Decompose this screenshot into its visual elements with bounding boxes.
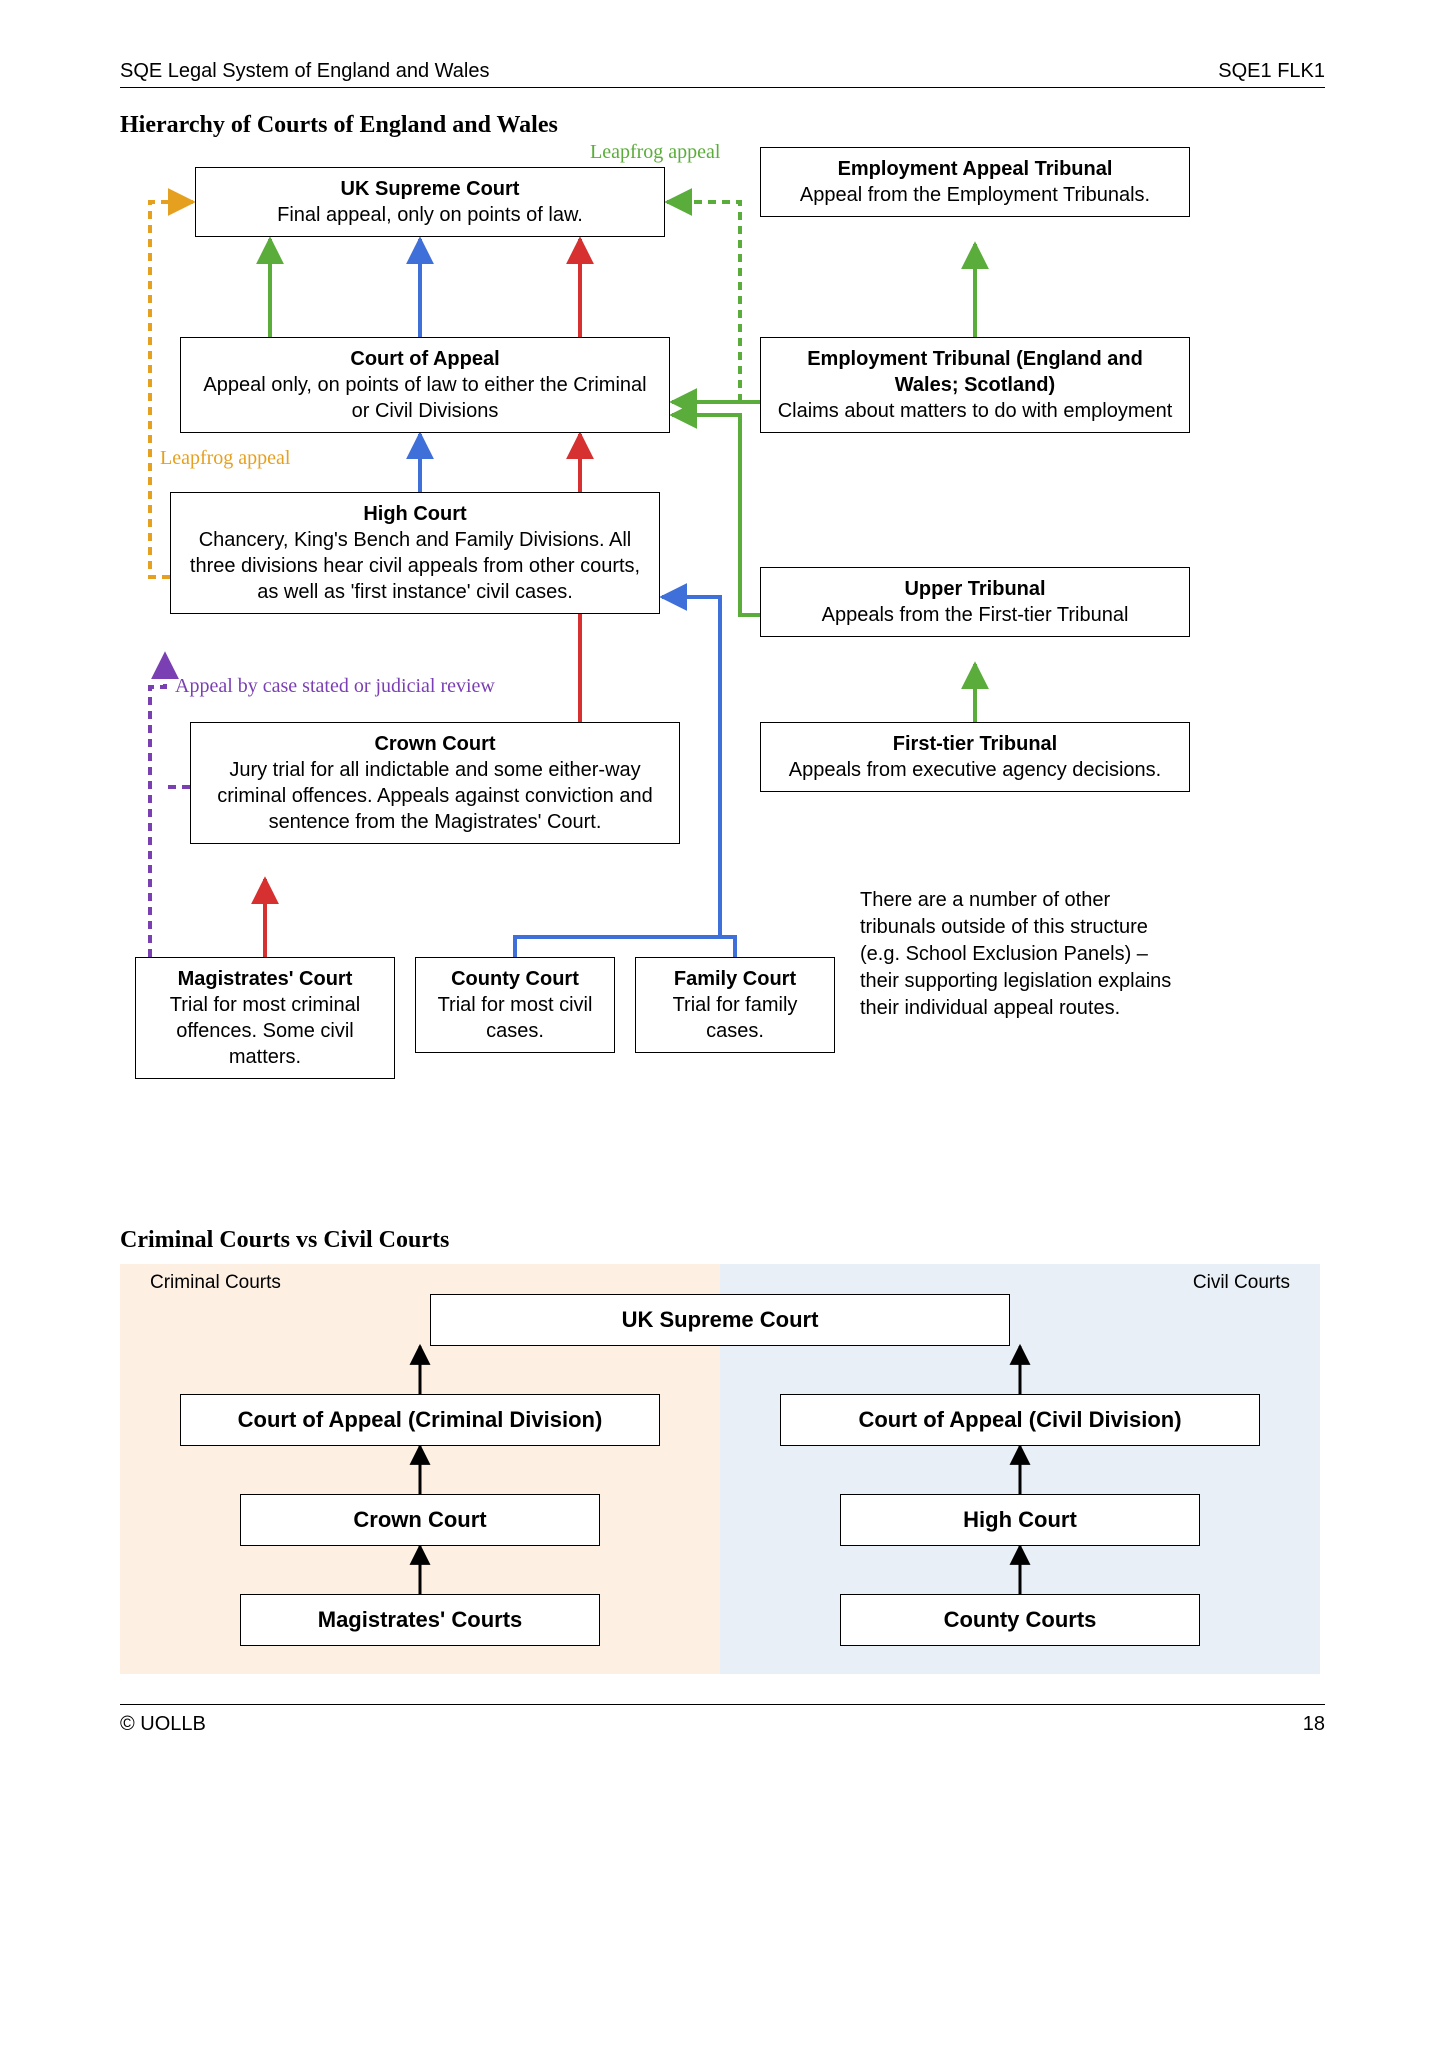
eat-desc: Appeal from the Employment Tribunals. bbox=[800, 184, 1150, 206]
supreme-desc: Final appeal, only on points of law. bbox=[277, 204, 583, 226]
page-footer: © UOLLB 18 bbox=[120, 1704, 1325, 1736]
node-county: County Court Trial for most civil cases. bbox=[415, 957, 615, 1053]
crim-vs-civil-diagram: Criminal Courts Civil Courts UK Supreme … bbox=[120, 1264, 1320, 1674]
node-eat: Employment Appeal Tribunal Appeal from t… bbox=[760, 147, 1190, 217]
family-desc: Trial for family cases. bbox=[673, 994, 798, 1042]
eat-title: Employment Appeal Tribunal bbox=[773, 156, 1177, 182]
county-desc: Trial for most civil cases. bbox=[438, 994, 593, 1042]
annot-leapfrog-left: Leapfrog appeal bbox=[160, 447, 290, 470]
section2-title: Criminal Courts vs Civil Courts bbox=[120, 1227, 1325, 1254]
footer-left: © UOLLB bbox=[120, 1713, 206, 1736]
d2-supreme: UK Supreme Court bbox=[430, 1294, 1010, 1346]
high-desc: Chancery, King's Bench and Family Divisi… bbox=[190, 529, 640, 603]
county-title: County Court bbox=[428, 966, 602, 992]
d2-crown: Crown Court bbox=[240, 1494, 600, 1546]
crown-desc: Jury trial for all indictable and some e… bbox=[217, 759, 652, 833]
coa-title: Court of Appeal bbox=[193, 346, 657, 372]
first-title: First-tier Tribunal bbox=[773, 731, 1177, 757]
node-high: High Court Chancery, King's Bench and Fa… bbox=[170, 492, 660, 614]
d2-mag: Magistrates' Courts bbox=[240, 1594, 600, 1646]
mag-title: Magistrates' Court bbox=[148, 966, 382, 992]
coa-desc: Appeal only, on points of law to either … bbox=[203, 374, 646, 422]
footer-right: 18 bbox=[1303, 1713, 1325, 1736]
upper-desc: Appeals from the First-tier Tribunal bbox=[822, 604, 1129, 626]
hierarchy-diagram: UK Supreme Court Final appeal, only on p… bbox=[120, 147, 1320, 1207]
node-mag: Magistrates' Court Trial for most crimin… bbox=[135, 957, 395, 1079]
et-title: Employment Tribunal (England and Wales; … bbox=[773, 346, 1177, 398]
node-upper: Upper Tribunal Appeals from the First-ti… bbox=[760, 567, 1190, 637]
header-right: SQE1 FLK1 bbox=[1218, 60, 1325, 83]
node-first: First-tier Tribunal Appeals from executi… bbox=[760, 722, 1190, 792]
node-family: Family Court Trial for family cases. bbox=[635, 957, 835, 1053]
label-civil: Civil Courts bbox=[1193, 1272, 1290, 1294]
family-title: Family Court bbox=[648, 966, 822, 992]
node-crown: Crown Court Jury trial for all indictabl… bbox=[190, 722, 680, 844]
mag-desc: Trial for most criminal offences. Some c… bbox=[170, 994, 360, 1068]
d2-county: County Courts bbox=[840, 1594, 1200, 1646]
et-desc: Claims about matters to do with employme… bbox=[778, 400, 1173, 422]
d2-high: High Court bbox=[840, 1494, 1200, 1546]
annot-leapfrog-top: Leapfrog appeal bbox=[590, 141, 720, 164]
header-left: SQE Legal System of England and Wales bbox=[120, 60, 489, 83]
high-title: High Court bbox=[183, 501, 647, 527]
node-et: Employment Tribunal (England and Wales; … bbox=[760, 337, 1190, 433]
d2-coa-civ: Court of Appeal (Civil Division) bbox=[780, 1394, 1260, 1446]
label-criminal: Criminal Courts bbox=[150, 1272, 281, 1294]
supreme-title: UK Supreme Court bbox=[208, 176, 652, 202]
annot-casestated: Appeal by case stated or judicial review bbox=[175, 675, 495, 698]
section1-title: Hierarchy of Courts of England and Wales bbox=[120, 112, 1325, 139]
upper-title: Upper Tribunal bbox=[773, 576, 1177, 602]
node-coa: Court of Appeal Appeal only, on points o… bbox=[180, 337, 670, 433]
first-desc: Appeals from executive agency decisions. bbox=[789, 759, 1161, 781]
crown-title: Crown Court bbox=[203, 731, 667, 757]
page-header: SQE Legal System of England and Wales SQ… bbox=[120, 60, 1325, 88]
tribunal-note: There are a number of other tribunals ou… bbox=[860, 887, 1180, 1022]
node-supreme: UK Supreme Court Final appeal, only on p… bbox=[195, 167, 665, 237]
d2-coa-crim: Court of Appeal (Criminal Division) bbox=[180, 1394, 660, 1446]
